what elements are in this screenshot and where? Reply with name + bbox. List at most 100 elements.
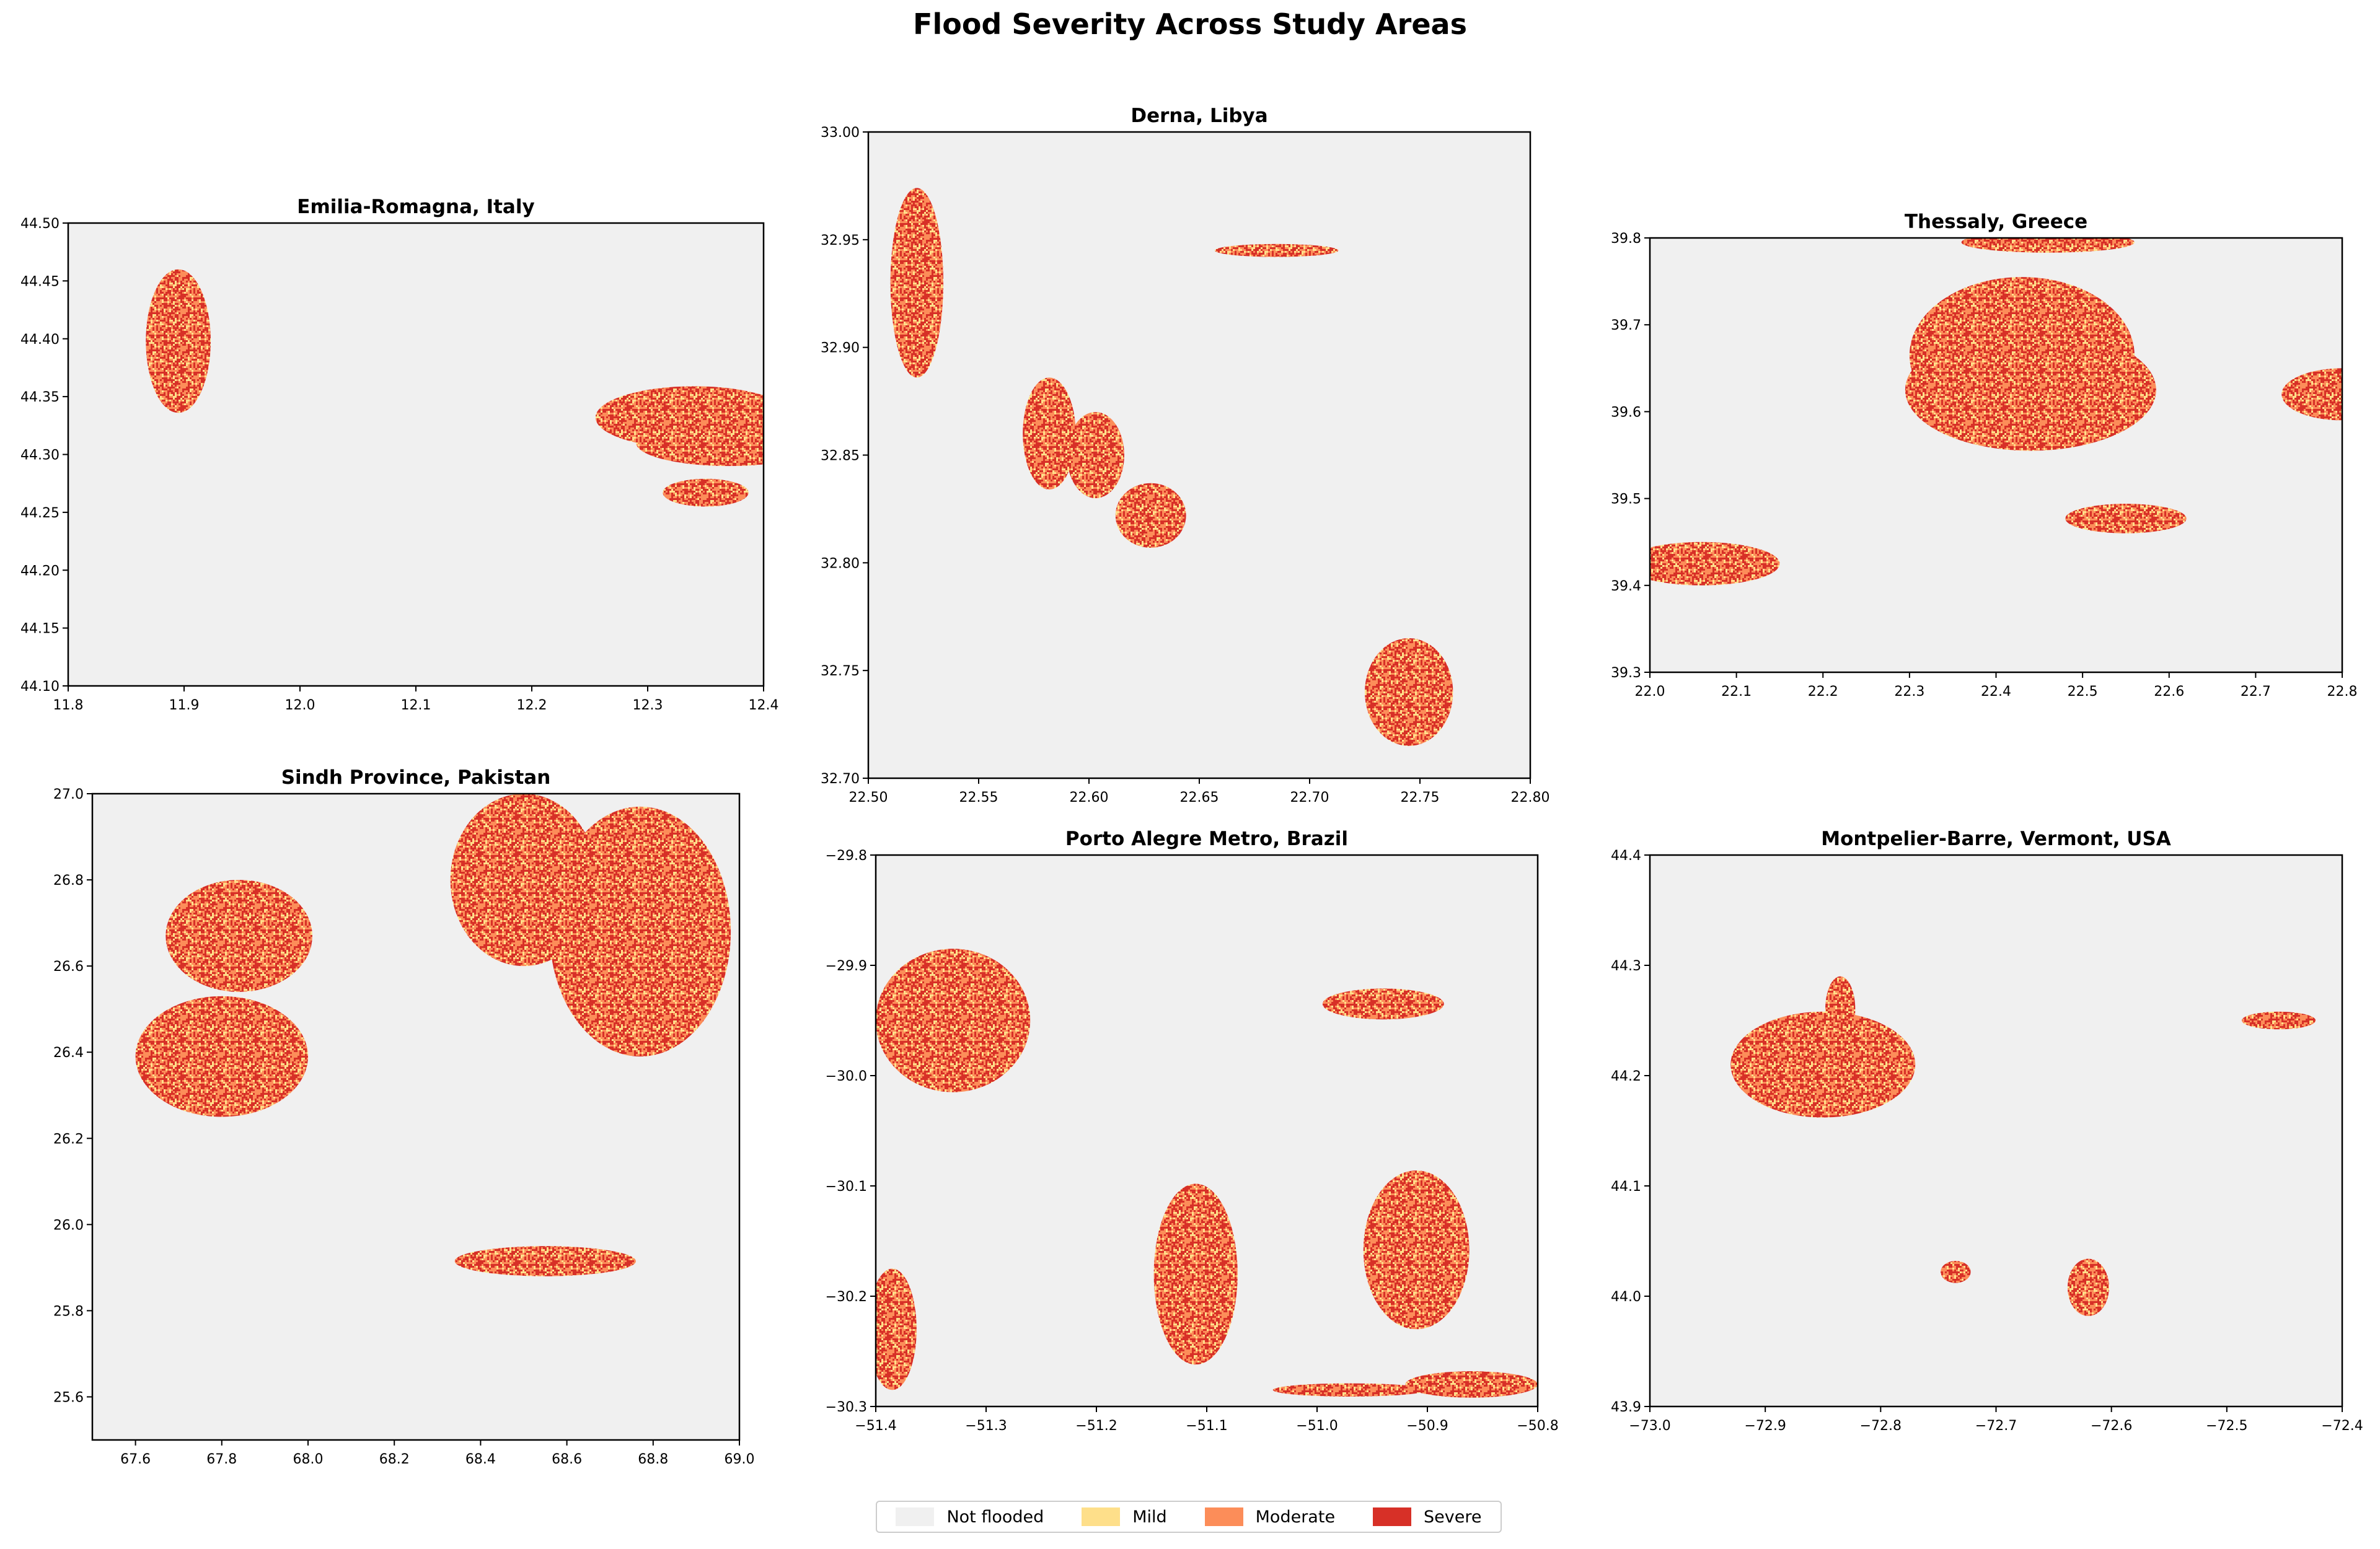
legend-item-moderate: Moderate [1204,1507,1335,1527]
y-tick-label: 44.50 [20,216,60,232]
x-tick-label: 22.70 [1290,790,1329,805]
x-tick-label: 11.9 [169,698,200,713]
flooded-region [1214,244,1339,257]
x-tick-label: −51.2 [1075,1418,1117,1434]
y-tick-label: 44.25 [20,506,60,521]
flooded-region [636,419,764,467]
legend-swatch [1204,1507,1243,1526]
y-tick-label: 44.40 [20,332,60,348]
flooded-region [876,1268,917,1390]
y-tick-label: 39.3 [1611,665,1641,681]
x-tick-label: 12.0 [285,698,315,713]
y-tick-label: 26.0 [53,1218,84,1233]
flooded-region [165,880,312,992]
x-tick-label: 12.4 [749,698,779,713]
x-tick-label: −72.5 [2206,1418,2247,1434]
flooded-region [1363,1170,1470,1330]
y-tick-label: 39.7 [1611,318,1641,333]
x-tick-label: −51.0 [1296,1418,1338,1434]
x-tick-label: 22.1 [1721,684,1752,700]
x-tick-label: 22.2 [1808,684,1838,700]
flooded-region [146,269,211,413]
x-tick-label: 22.80 [1511,790,1550,805]
flooded-region [1825,976,1856,1043]
x-tick-label: 22.7 [2241,684,2271,700]
x-tick-label: 22.4 [1981,684,2011,700]
legend-swatch [896,1507,935,1526]
flooded-region [135,996,309,1117]
flooded-region [876,949,1031,1092]
y-tick-label: −29.9 [826,959,867,974]
flooded-region [1272,1383,1427,1397]
legend-item-severe: Severe [1373,1507,1481,1527]
x-tick-label: −73.0 [1629,1418,1670,1434]
legend-label: Not flooded [946,1507,1044,1527]
y-tick-label: 44.45 [20,274,60,289]
x-tick-label: 12.3 [633,698,663,713]
y-tick-label: 26.4 [53,1045,84,1061]
x-tick-label: 68.4 [465,1452,496,1467]
x-tick-label: −50.8 [1517,1418,1558,1434]
y-tick-label: 39.4 [1611,579,1641,594]
legend-swatch [1373,1507,1412,1526]
y-tick-label: −30.2 [826,1289,867,1305]
y-tick-label: 43.9 [1611,1400,1641,1415]
y-tick-label: 27.0 [53,787,84,802]
y-tick-label: 39.8 [1611,231,1641,247]
flooded-region [1961,238,2135,253]
flooded-region [1115,483,1186,548]
panel-title: Sindh Province, Pakistan [281,766,551,789]
x-tick-label: −72.9 [1744,1418,1786,1434]
legend-item-mild: Mild [1082,1507,1167,1527]
legend-label: Severe [1424,1507,1482,1527]
x-tick-label: 11.8 [53,698,84,713]
panel-2: Thessaly, Greece 22.0 22.1 22.2 22.3 22.4 22.5… [1611,211,2357,700]
y-tick-label: 39.5 [1611,492,1641,507]
panel-title: Porto Alegre Metro, Brazil [1065,828,1348,850]
y-tick-label: 32.75 [821,664,860,679]
x-tick-label: −51.4 [855,1418,896,1434]
x-tick-label: −72.4 [2321,1418,2363,1434]
y-tick-label: 26.6 [53,959,84,975]
flooded-region [2242,1011,2316,1030]
legend-label: Mild [1132,1507,1167,1527]
panel-title: Montpelier-Barre, Vermont, USA [1821,828,2171,850]
x-tick-label: 68.2 [379,1452,410,1467]
flooded-region [454,1246,636,1276]
x-tick-label: 22.50 [849,790,888,805]
y-tick-label: 26.2 [53,1131,84,1147]
flooded-region [1730,1011,1916,1118]
x-tick-label: 67.8 [206,1452,237,1467]
panel-4: Porto Alegre Metro, Brazil −51.4 −51.3 −51.… [826,828,1559,1434]
flooded-region [2067,1258,2109,1317]
flooded-region [1905,329,2156,451]
x-tick-label: 22.0 [1635,684,1665,700]
y-tick-label: 44.35 [20,390,60,405]
y-tick-label: 32.90 [821,341,860,356]
y-tick-label: 44.10 [20,679,60,695]
flooded-region [1322,988,1444,1020]
flooded-region [663,478,749,507]
y-tick-label: 25.8 [53,1304,84,1319]
y-tick-label: 32.70 [821,771,860,787]
flooded-region [549,806,731,1057]
x-tick-label: −50.9 [1406,1418,1448,1434]
flooded-region [1941,1261,1971,1283]
y-tick-label: 44.15 [20,621,60,637]
flooded-region [1365,638,1453,746]
y-tick-label: 44.4 [1611,848,1641,864]
x-tick-label: 22.3 [1894,684,1924,700]
panel-1: Derna, Libya 22.50 22.55 22.60 22.65 22.70 22.… [821,105,1549,805]
x-tick-label: 69.0 [725,1452,755,1467]
map-background [1650,855,2342,1406]
x-tick-label: −51.3 [965,1418,1007,1434]
y-tick-label: −29.8 [826,848,867,864]
y-tick-label: 32.95 [821,233,860,248]
x-tick-label: −72.8 [1860,1418,1902,1434]
x-tick-label: 12.2 [517,698,547,713]
y-tick-label: 25.6 [53,1390,84,1405]
axes-frame [91,792,741,1441]
panel-title: Emilia-Romagna, Italy [297,196,534,218]
x-tick-label: 22.75 [1401,790,1440,805]
